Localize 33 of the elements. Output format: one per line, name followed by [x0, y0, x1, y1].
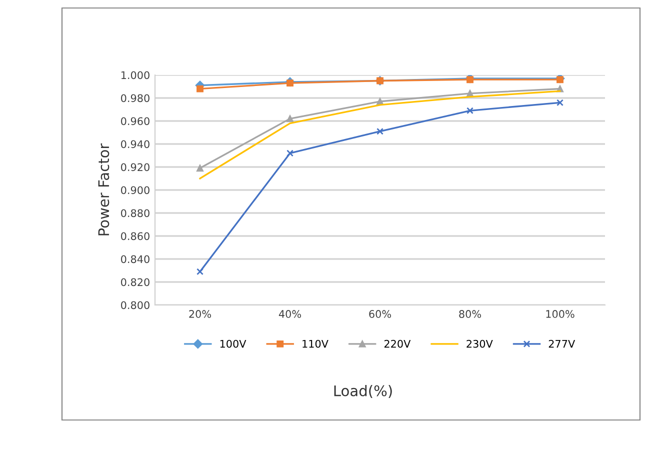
point: [286, 80, 294, 87]
point: [196, 268, 204, 276]
legend-label: 100V: [220, 340, 246, 348]
legend-label: 220V: [384, 340, 411, 348]
y-tick-label: 0.900: [121, 186, 150, 194]
y-tick-label: 0.960: [121, 117, 150, 126]
y-tick-label: 1.000: [121, 71, 150, 80]
y-tick-label: 0.820: [121, 278, 150, 286]
x-tick-label: 60%: [369, 310, 391, 318]
point: [466, 107, 474, 114]
point: [376, 98, 384, 105]
point: [286, 150, 294, 157]
y-tick-label: 0.980: [121, 94, 150, 102]
point: [556, 99, 564, 106]
y-axis-title: Power Factor: [98, 143, 110, 236]
legend-label: 110V: [302, 340, 328, 348]
y-tick-label: 0.860: [121, 232, 150, 240]
legend-label: 277V: [548, 340, 576, 348]
x-tick-label: 80%: [459, 310, 481, 318]
point: [196, 85, 204, 92]
x-axis-title: Load(%): [334, 385, 392, 398]
legend-label: 230V: [466, 340, 493, 348]
y-tick-label: 0.880: [121, 209, 150, 218]
x-tick-label: 40%: [278, 310, 301, 318]
y-tick-label: 0.840: [121, 255, 150, 264]
y-tick-label: 0.920: [121, 163, 150, 172]
point: [286, 115, 294, 122]
point: [196, 164, 204, 172]
x-tick-label: 20%: [189, 310, 211, 318]
x-tick-label: 100%: [546, 310, 574, 318]
point: [376, 128, 384, 135]
y-tick-label: 0.800: [121, 301, 150, 310]
y-tick-label: 0.940: [121, 140, 150, 148]
